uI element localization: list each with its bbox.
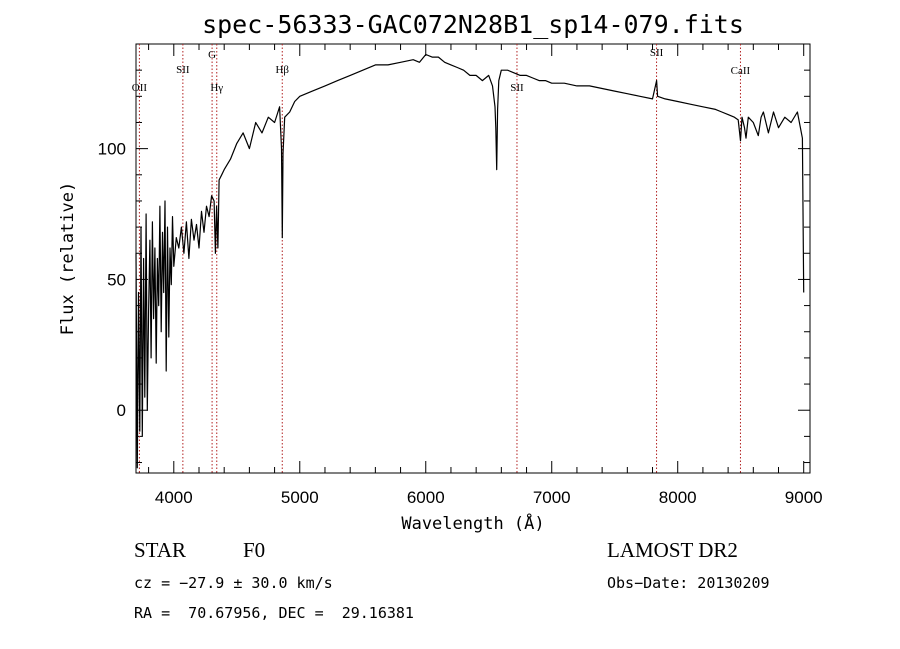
x-tick-label: 7000 [533,488,571,507]
y-tick-label: 100 [98,140,126,159]
spectral-line-label: SII [176,64,190,76]
x-tick-label: 4000 [155,488,193,507]
spectral-line-label: SII [650,47,664,59]
x-tick-label: 8000 [659,488,697,507]
y-tick-label: 0 [117,401,126,420]
chart-title: spec-56333-GAC072N28B1_sp14-079.fits [202,10,744,39]
spectrum-line [135,53,805,469]
object-class: STAR [134,538,186,562]
spectrum-chart: spec-56333-GAC072N28B1_sp14-079.fits 4000… [58,10,823,534]
object-subclass: F0 [243,538,266,562]
x-axis-label: Wavelength (Å) [401,512,544,534]
spectral-line-label: OII [132,82,148,94]
spectral-line-label: Hβ [275,64,289,76]
spectral-line-label: CaII [731,65,751,77]
redshift-velocity: cz = −27.9 ± 30.0 km/s [134,574,333,592]
x-tick-label: 9000 [785,488,823,507]
x-tick-label: 5000 [281,488,319,507]
y-tick-label: 50 [107,270,126,289]
y-axis-label: Flux (relative) [58,182,78,336]
spectral-line-label: G [208,49,216,61]
x-tick-label: 6000 [407,488,445,507]
sky-coordinates: RA = 70.67956, DEC = 29.16381 [134,604,414,622]
spectral-line-label: SII [510,82,524,94]
spectral-line-label: Hγ [210,82,223,94]
observation-date: Obs−Date: 20130209 [607,574,770,592]
survey-label: LAMOST DR2 [607,538,738,562]
